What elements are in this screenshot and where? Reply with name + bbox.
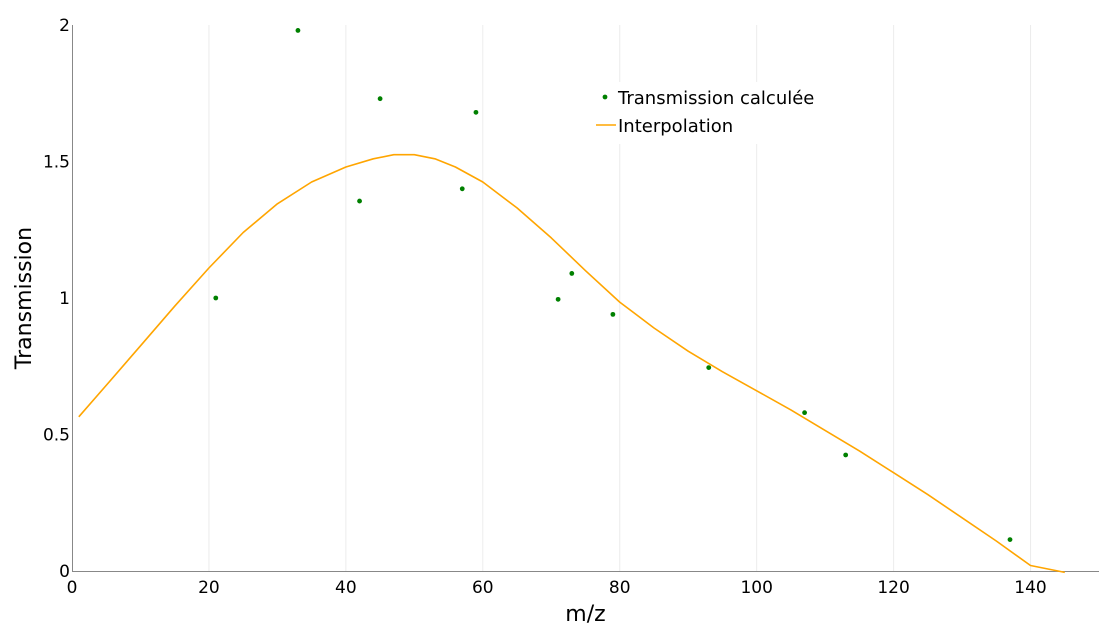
interpolation-line: [78, 153, 1065, 574]
x-tick-label-3: 60: [472, 578, 494, 598]
data-point-4: [459, 186, 465, 192]
series: [78, 28, 1065, 574]
data-point-11: [843, 452, 849, 458]
y-tick-label-1: 0.5: [43, 426, 70, 446]
data-point-5: [473, 109, 479, 115]
x-tick-label-5: 100: [740, 578, 772, 598]
data-point-12: [1007, 537, 1013, 543]
x-tick-label-2: 40: [335, 578, 357, 598]
legend-label-transmission-calculee: Transmission calculée: [617, 88, 814, 109]
y-tick-label-3: 1.5: [43, 153, 70, 173]
x-tick-label-0: 0: [67, 578, 78, 598]
y-tick-label-2: 1: [59, 289, 70, 309]
y-tick-label-4: 2: [59, 16, 70, 36]
data-point-1: [295, 28, 301, 33]
legend: Transmission calculée Interpolation: [590, 82, 840, 144]
data-point-0: [213, 295, 219, 301]
x-tick-label-7: 140: [1014, 578, 1046, 598]
data-point-10: [802, 410, 807, 416]
data-point-3: [377, 96, 383, 102]
data-point-6: [555, 296, 561, 302]
legend-background: [590, 82, 840, 144]
data-point-8: [610, 311, 616, 317]
data-point-2: [357, 198, 362, 204]
data-point-9: [706, 365, 712, 371]
legend-label-interpolation: Interpolation: [618, 116, 733, 137]
y-tick-label-0: 0: [59, 562, 70, 582]
data-point-7: [569, 271, 575, 276]
x-axis-title: m/z: [565, 602, 605, 624]
legend-marker-transmission-calculee: [602, 94, 608, 100]
tick-labels: 0 20 40 60 80 100 120 140 0 0.5 1 1.5 2: [43, 16, 1047, 598]
x-tick-label-1: 20: [198, 578, 220, 598]
x-tick-label-6: 120: [877, 578, 909, 598]
y-axis-title: Transmission: [12, 227, 37, 370]
x-tick-label-4: 80: [609, 578, 631, 598]
